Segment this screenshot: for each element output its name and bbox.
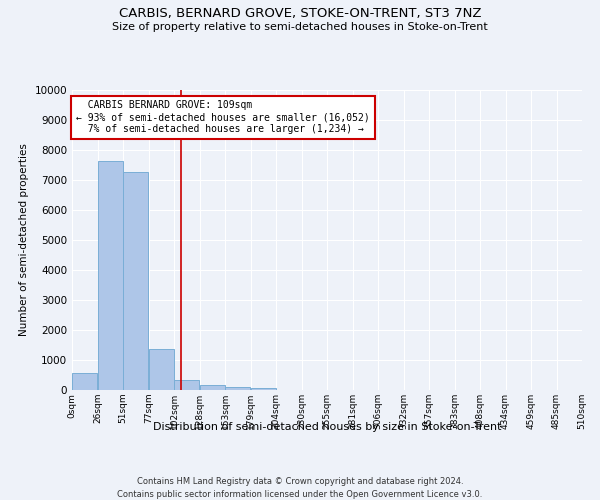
Bar <box>251 388 276 390</box>
Bar <box>72 373 97 390</box>
Y-axis label: Number of semi-detached properties: Number of semi-detached properties <box>19 144 29 336</box>
Text: Distribution of semi-detached houses by size in Stoke-on-Trent: Distribution of semi-detached houses by … <box>153 422 501 432</box>
Bar <box>149 349 174 390</box>
Bar <box>98 162 123 390</box>
Text: CARBIS, BERNARD GROVE, STOKE-ON-TRENT, ST3 7NZ: CARBIS, BERNARD GROVE, STOKE-ON-TRENT, S… <box>119 8 481 20</box>
Bar <box>225 387 250 390</box>
Text: Contains HM Land Registry data © Crown copyright and database right 2024.: Contains HM Land Registry data © Crown c… <box>137 478 463 486</box>
Text: Size of property relative to semi-detached houses in Stoke-on-Trent: Size of property relative to semi-detach… <box>112 22 488 32</box>
Bar <box>200 385 225 390</box>
Bar <box>174 380 199 390</box>
Text: Contains public sector information licensed under the Open Government Licence v3: Contains public sector information licen… <box>118 490 482 499</box>
Bar <box>123 172 148 390</box>
Text: CARBIS BERNARD GROVE: 109sqm
← 93% of semi-detached houses are smaller (16,052)
: CARBIS BERNARD GROVE: 109sqm ← 93% of se… <box>76 100 370 134</box>
